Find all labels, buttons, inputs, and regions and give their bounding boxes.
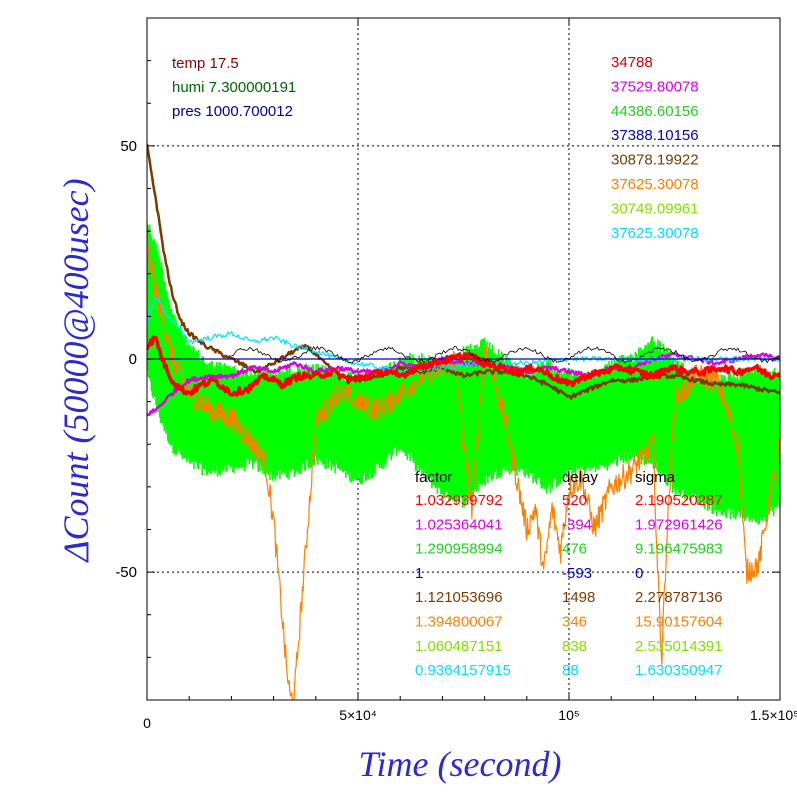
table-header-sigma: sigma: [635, 469, 676, 486]
condition-text-1: humi 7.300000191: [172, 79, 296, 96]
series-layer: [147, 143, 780, 700]
x-tick-label-3: 1.5×10⁵: [750, 707, 797, 723]
table-cell-factor-3: 1: [415, 565, 423, 582]
table-cell-delay-7: 88: [562, 662, 579, 679]
x-tick-label-2: 10⁵: [558, 707, 579, 723]
annotations: temp 17.5 humi 7.300000191 pres 1000.70001…: [172, 54, 723, 679]
table-cell-factor-6: 1.060487151: [415, 638, 503, 655]
series-line-4: [147, 297, 780, 375]
series-line-1: [147, 240, 780, 700]
table-cell-factor-1: 1.025364041: [415, 516, 503, 533]
table-cell-delay-4: 1498: [562, 589, 595, 606]
y-tick-label-0: 50: [120, 138, 137, 155]
x-axis-label: Time (second): [359, 744, 562, 784]
series-line-black: [231, 345, 780, 364]
table-cell-sigma-2: 9.196475983: [635, 541, 723, 558]
table-cell-factor-7: 0.9364157915: [415, 662, 511, 679]
y-tick-label-2: -50: [115, 564, 137, 581]
table-cell-delay-2: 476: [562, 541, 587, 558]
table-cell-sigma-4: 2.278787136: [635, 589, 723, 606]
table-cell-sigma-3: 0: [635, 565, 643, 582]
table-cell-delay-0: 520: [562, 492, 587, 509]
value-text-3: 37388.10156: [611, 127, 699, 144]
table-cell-sigma-6: 2.535014391: [635, 638, 723, 655]
value-text-4: 30878.19922: [611, 152, 699, 169]
table-cell-factor-0: 1.032939792: [415, 492, 503, 509]
value-text-6: 30749.09961: [611, 200, 699, 217]
table-cell-sigma-1: 1.972961426: [635, 516, 723, 533]
value-text-1: 37529.80078: [611, 78, 699, 95]
table-cell-factor-4: 1.121053696: [415, 589, 503, 606]
table-cell-factor-5: 1.394800067: [415, 614, 503, 631]
table-header-factor: factor: [415, 469, 453, 486]
table-cell-delay-5: 346: [562, 614, 587, 631]
value-text-0: 34788: [611, 54, 653, 71]
value-text-5: 37625.30078: [611, 176, 699, 193]
table-cell-sigma-7: 1.630350947: [635, 662, 723, 679]
condition-text-0: temp 17.5: [172, 55, 239, 72]
series-line-2: [147, 143, 780, 400]
series-line-6: [147, 335, 780, 397]
table-header-delay: delay: [562, 469, 598, 486]
value-text-7: 37625.30078: [611, 225, 699, 242]
table-cell-factor-2: 1.290958994: [415, 541, 503, 558]
axis-ticks: 50 0 -50 0 5×10⁴ 10⁵ 1.5×10⁵: [115, 18, 797, 731]
table-cell-delay-3: -593: [562, 565, 592, 582]
table-cell-sigma-0: 2.190520287: [635, 492, 723, 509]
table-cell-delay-1: -394: [562, 516, 592, 533]
table-cell-sigma-5: 15.90157604: [635, 614, 723, 631]
condition-text-2: pres 1000.700012: [172, 103, 293, 120]
x-tick-label-0: 0: [143, 715, 151, 731]
y-axis-label: ΔCount (50000@400usec): [56, 178, 96, 563]
value-text-2: 44386.60156: [611, 103, 699, 120]
x-tick-label-1: 5×10⁴: [339, 707, 377, 723]
table-cell-delay-6: 838: [562, 638, 587, 655]
y-tick-label-1: 0: [129, 351, 137, 368]
